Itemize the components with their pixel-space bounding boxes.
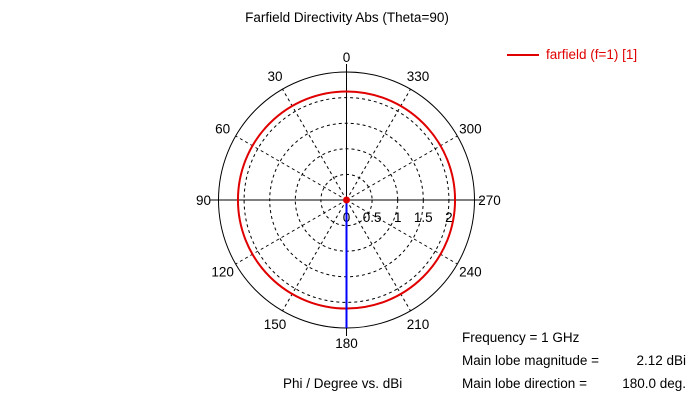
angle-tick-label-90: 90 <box>196 193 211 208</box>
angle-tick-label-120: 120 <box>211 265 234 280</box>
angle-tick-label-300: 300 <box>459 122 482 137</box>
main-lobe-direction-value: 180.0 deg. <box>622 376 686 391</box>
angle-tick-label-150: 150 <box>264 317 287 332</box>
polar-tick-labels: 030609012015018021024027030033000.511.52 <box>196 50 501 351</box>
angle-tick-label-330: 330 <box>407 69 430 84</box>
main-lobe-magnitude-value: 2.12 dBi <box>636 353 686 368</box>
angle-tick-label-210: 210 <box>407 317 430 332</box>
chart-title: Farfield Directivity Abs (Theta=90) <box>245 10 449 25</box>
main-lobe-magnitude-label: Main lobe magnitude = <box>462 353 599 368</box>
angle-tick-label-30: 30 <box>267 69 282 84</box>
frequency-label: Frequency = 1 GHz <box>462 330 580 345</box>
angle-tick-label-180: 180 <box>335 336 358 351</box>
angle-tick-label-0: 0 <box>343 50 351 65</box>
legend-label: farfield (f=1) [1] <box>546 47 638 62</box>
legend[interactable]: farfield (f=1) [1] <box>507 47 637 63</box>
angle-tick-label-60: 60 <box>215 122 230 137</box>
x-axis-label: Phi / Degree vs. dBi <box>283 376 403 391</box>
radial-tick-label-2: 2 <box>445 210 453 225</box>
radial-tick-label-1.5: 1.5 <box>414 210 433 225</box>
radial-tick-label-1: 1 <box>394 210 402 225</box>
main-lobe-direction-label: Main lobe direction = <box>462 376 587 391</box>
series-layer <box>236 90 457 328</box>
angle-tick-label-240: 240 <box>459 265 482 280</box>
legend-line-swatch <box>507 54 539 56</box>
center-dot <box>343 196 350 204</box>
angle-tick-label-270: 270 <box>478 193 501 208</box>
radial-tick-label-0.5: 0.5 <box>363 210 382 225</box>
